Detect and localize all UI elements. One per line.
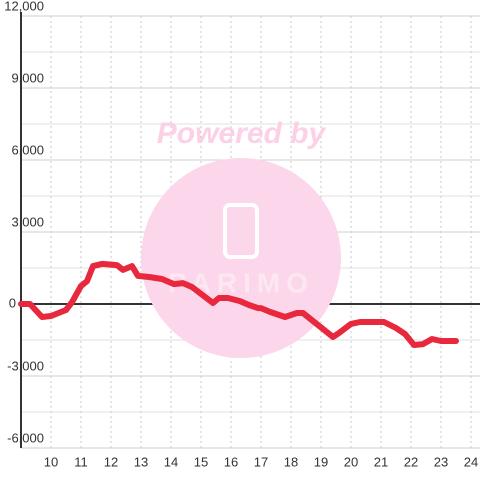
x-tick-label: 24 bbox=[464, 454, 478, 469]
y-tick-label: 12,000 bbox=[4, 0, 44, 13]
watermark-logo: PARIMO bbox=[168, 267, 314, 298]
x-tick-label: 12 bbox=[104, 454, 118, 469]
x-tick-label: 14 bbox=[164, 454, 178, 469]
x-tick-label: 23 bbox=[434, 454, 448, 469]
y-tick-label: -6,000 bbox=[7, 430, 44, 445]
x-tick-label: 10 bbox=[44, 454, 58, 469]
watermark: Powered by PARIMO bbox=[141, 117, 341, 358]
x-tick-label: 22 bbox=[404, 454, 418, 469]
x-tick-label: 17 bbox=[254, 454, 268, 469]
x-tick-label: 19 bbox=[314, 454, 328, 469]
y-tick-label: -3,000 bbox=[7, 358, 44, 373]
watermark-text: Powered by bbox=[157, 117, 327, 150]
y-tick-label: 9,000 bbox=[11, 70, 44, 85]
x-tick-label: 20 bbox=[344, 454, 358, 469]
y-tick-label: 3,000 bbox=[11, 214, 44, 229]
x-tick-label: 15 bbox=[194, 454, 208, 469]
y-tick-label: 0 bbox=[9, 295, 16, 310]
x-tick-label: 11 bbox=[74, 454, 88, 469]
line bbox=[18, 260, 459, 348]
x-tick-label: 13 bbox=[134, 454, 148, 469]
x-tick-label: 18 bbox=[284, 454, 298, 469]
x-tick-label: 21 bbox=[374, 454, 388, 469]
y-tick-label: 6,000 bbox=[11, 142, 44, 157]
watermark-icon bbox=[223, 203, 259, 259]
x-tick-label: 16 bbox=[224, 454, 238, 469]
